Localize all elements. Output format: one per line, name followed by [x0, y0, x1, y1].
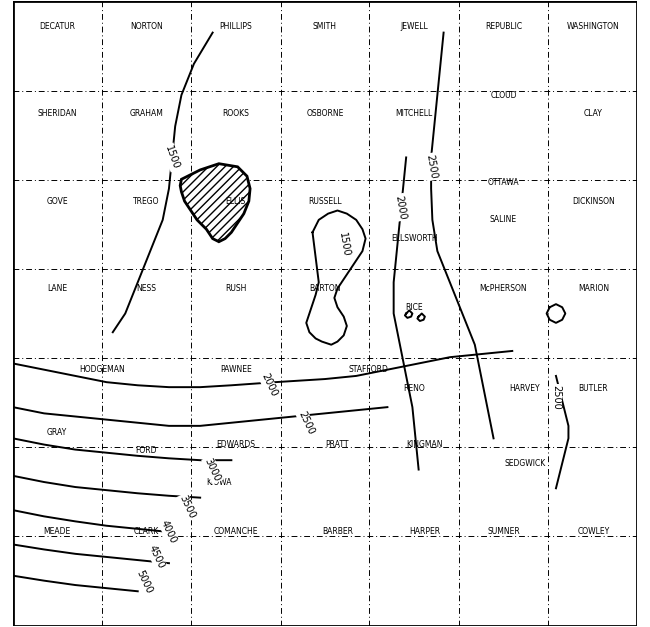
Text: TREGO: TREGO: [133, 197, 160, 206]
Text: MITCHELL: MITCHELL: [396, 109, 433, 119]
Text: JEWELL: JEWELL: [400, 22, 428, 31]
Text: GRAHAM: GRAHAM: [129, 109, 163, 119]
Text: CLARK: CLARK: [134, 527, 159, 537]
Text: 1500: 1500: [163, 144, 181, 171]
Text: RUSH: RUSH: [225, 284, 246, 293]
Text: PRATT: PRATT: [326, 440, 349, 449]
Text: OTTAWA: OTTAWA: [488, 178, 519, 187]
Text: COMANCHE: COMANCHE: [213, 527, 258, 537]
Text: 2000: 2000: [259, 372, 279, 399]
Text: 4000: 4000: [159, 519, 179, 545]
Text: 5000: 5000: [135, 569, 153, 595]
Text: ELLSWORTH: ELLSWORTH: [391, 234, 437, 243]
Text: REPUBLIC: REPUBLIC: [485, 22, 522, 31]
Text: GRAY: GRAY: [47, 428, 68, 436]
Text: OSBORNE: OSBORNE: [306, 109, 344, 119]
Text: BARTON: BARTON: [309, 284, 341, 293]
Text: HARPER: HARPER: [410, 527, 441, 537]
Text: EDWARDS: EDWARDS: [216, 440, 255, 449]
Text: MARION: MARION: [578, 284, 609, 293]
Text: RUSSELL: RUSSELL: [308, 197, 342, 206]
Text: McPHERSON: McPHERSON: [480, 284, 527, 293]
Text: 2500: 2500: [424, 154, 438, 180]
Text: MEADE: MEADE: [44, 527, 71, 537]
Text: NESS: NESS: [136, 284, 157, 293]
Text: CLAY: CLAY: [584, 109, 603, 119]
Text: 3500: 3500: [178, 493, 198, 520]
Text: ELLIS: ELLIS: [226, 197, 246, 206]
Text: DECATUR: DECATUR: [39, 22, 75, 31]
Text: SUMNER: SUMNER: [487, 527, 520, 537]
Text: CLOUD: CLOUD: [490, 90, 517, 100]
Text: 1500: 1500: [337, 232, 351, 258]
Text: HODGEMAN: HODGEMAN: [79, 365, 125, 374]
Text: ROOKS: ROOKS: [222, 109, 249, 119]
Text: SEDGWICK: SEDGWICK: [504, 459, 545, 468]
Text: 3000: 3000: [203, 456, 222, 483]
Text: HARVEY: HARVEY: [510, 384, 540, 393]
Text: 2500: 2500: [551, 386, 561, 410]
Text: PHILLIPS: PHILLIPS: [219, 22, 252, 31]
Text: 2000: 2000: [393, 194, 407, 220]
Text: BUTLER: BUTLER: [578, 384, 608, 393]
Text: WASHINGTON: WASHINGTON: [567, 22, 620, 31]
Text: DICKINSON: DICKINSON: [572, 197, 615, 206]
Text: NORTON: NORTON: [130, 22, 163, 31]
Text: SALINE: SALINE: [490, 215, 517, 224]
Text: RENO: RENO: [404, 384, 425, 393]
Text: FORD: FORD: [136, 446, 157, 455]
Text: SHERIDAN: SHERIDAN: [38, 109, 77, 119]
Text: RICE: RICE: [406, 303, 423, 312]
Text: SMITH: SMITH: [313, 22, 337, 31]
Polygon shape: [180, 164, 250, 242]
Text: STAFFORD: STAFFORD: [349, 365, 389, 374]
Text: PAWNEE: PAWNEE: [220, 365, 252, 374]
Text: GOVE: GOVE: [46, 197, 68, 206]
Text: KIOWA: KIOWA: [206, 478, 231, 487]
Text: 2500: 2500: [296, 409, 316, 436]
Text: LANE: LANE: [47, 284, 67, 293]
Text: BARBER: BARBER: [322, 527, 353, 537]
Text: COWLEY: COWLEY: [577, 527, 610, 537]
Text: KINGMAN: KINGMAN: [407, 440, 443, 449]
Text: 4500: 4500: [147, 544, 166, 570]
